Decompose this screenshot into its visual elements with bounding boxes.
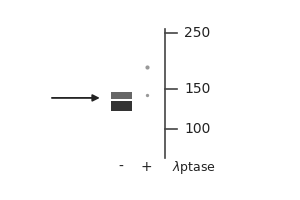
Text: +: + (141, 160, 153, 174)
Text: 100: 100 (184, 122, 210, 136)
Text: -: - (119, 160, 124, 174)
Bar (111, 101, 132, 111)
Bar (111, 92, 132, 99)
Text: 250: 250 (184, 26, 210, 40)
Text: $\lambda$ptase: $\lambda$ptase (172, 159, 216, 176)
Text: 150: 150 (184, 82, 210, 96)
